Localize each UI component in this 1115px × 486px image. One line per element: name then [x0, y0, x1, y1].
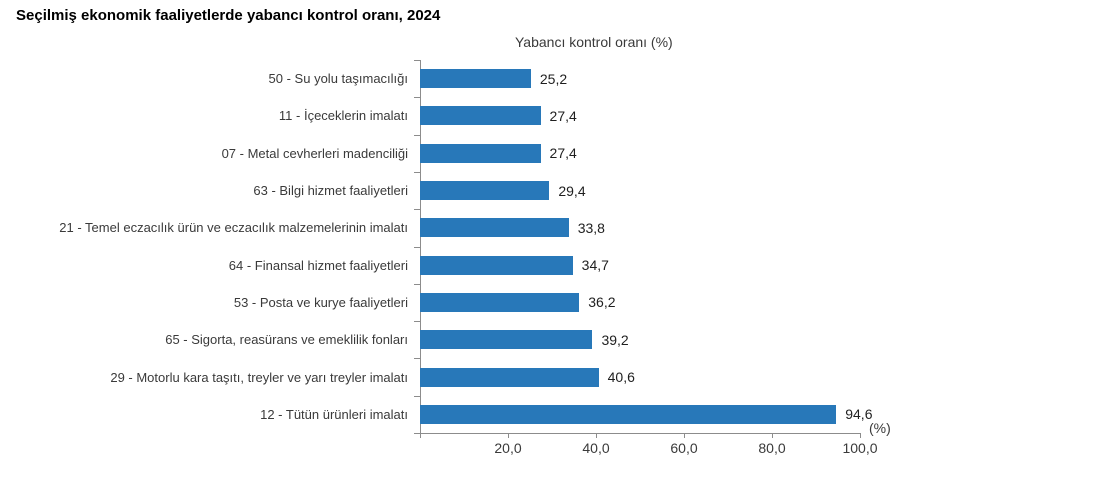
bar-value-label: 94,6 [845, 406, 873, 423]
bar [420, 69, 531, 89]
bar [420, 181, 550, 201]
category-axis-tick [414, 358, 420, 360]
category-label: 07 - Metal cevherleri madenciliği [221, 145, 408, 161]
bar [420, 218, 569, 238]
category-axis-tick [414, 395, 420, 397]
category-axis-tick [414, 283, 420, 285]
value-axis-line [420, 433, 861, 434]
axis-unit-label: (%) [869, 420, 891, 436]
value-axis-title: Yabancı kontrol oranı (%) [515, 34, 673, 50]
bar [420, 367, 599, 387]
category-axis-tick [414, 321, 420, 323]
category-label: 53 - Posta ve kurye faaliyetleri [233, 294, 408, 310]
category-axis-tick [414, 209, 420, 211]
category-axis-tick [414, 171, 420, 173]
bar-value-label: 34,7 [581, 257, 609, 274]
value-axis-tick-label: 60,0 [670, 440, 698, 456]
bar-value-label: 39,2 [601, 331, 629, 348]
bar-value-label: 25,2 [539, 70, 568, 87]
value-axis-tick-label: 100,0 [842, 440, 878, 456]
chart-title: Seçilmiş ekonomik faaliyetlerde yabancı … [16, 7, 441, 24]
value-axis-tick [420, 434, 421, 438]
category-axis-tick [414, 433, 420, 434]
category-axis-labels: 50 - Su yolu taşımacılığı 11 - İçecekleri… [0, 60, 408, 433]
category-label: 29 - Motorlu kara taşıtı, treyler ve yar… [110, 369, 408, 385]
category-axis-tick [414, 97, 420, 99]
category-label: 12 - Tütün ürünleri imalatı [260, 406, 408, 422]
category-axis-line [420, 60, 421, 434]
category-label: 63 - Bilgi hizmet faaliyetleri [253, 183, 408, 199]
value-axis-tick-label: 80,0 [758, 440, 786, 456]
value-axis-tick-label: 20,0 [494, 440, 522, 456]
bar-value-label: 29,4 [558, 182, 586, 199]
bar [420, 255, 573, 275]
bar-value-label: 27,4 [549, 145, 577, 162]
value-axis-tick-label: 40,0 [582, 440, 610, 456]
bar-value-label: 33,8 [577, 219, 605, 236]
category-axis-tick [414, 246, 420, 248]
bar [420, 404, 837, 424]
bar [420, 143, 541, 163]
category-axis-tick [414, 60, 420, 61]
bar-value-label: 36,2 [588, 294, 616, 311]
category-axis-tick [414, 134, 420, 136]
category-label: 50 - Su yolu taşımacılığı [268, 71, 408, 87]
value-axis-tick [508, 434, 509, 438]
value-axis-tick [860, 434, 861, 438]
bar-value-label: 27,4 [549, 107, 577, 124]
bar [420, 330, 593, 350]
value-axis-tick [596, 434, 597, 438]
bar [420, 292, 580, 312]
value-axis-tick [772, 434, 773, 438]
bar [420, 106, 541, 126]
category-label: 11 - İçeceklerin imalatı [278, 108, 408, 124]
bar-value-label: 40,6 [607, 369, 635, 386]
value-axis-tick [684, 434, 685, 438]
category-label: 21 - Temel eczacılık ürün ve eczacılık m… [59, 220, 408, 236]
category-label: 65 - Sigorta, reasürans ve emeklilik fon… [165, 332, 408, 348]
plot-area: 25,2 27,4 27,4 29,4 33,8 34,7 36,2 39,2 40,6 94,6… [414, 60, 878, 456]
category-label: 64 - Finansal hizmet faaliyetleri [228, 257, 408, 273]
